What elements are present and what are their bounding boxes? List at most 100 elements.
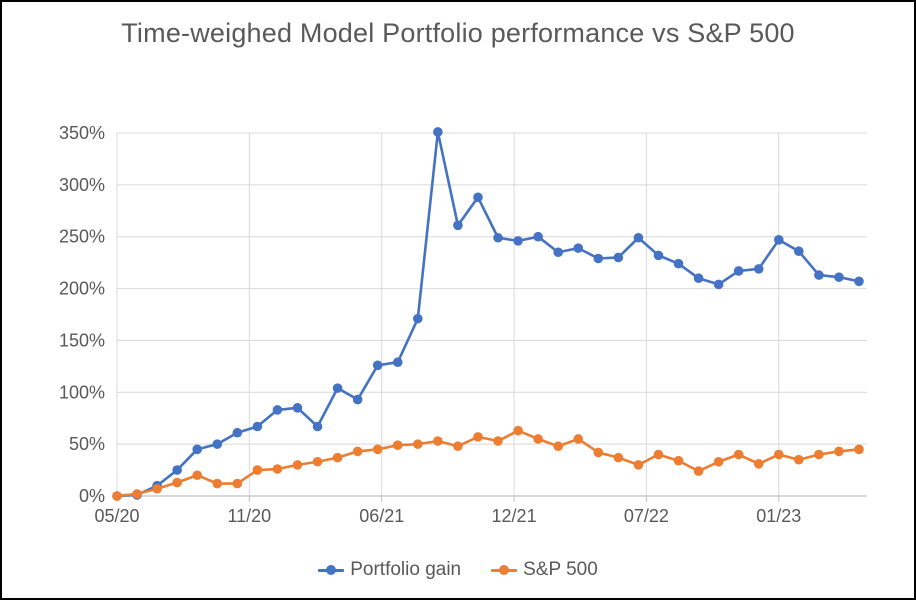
data-point-portfolio-gain — [733, 266, 744, 276]
y-tick-label: 350% — [59, 123, 105, 143]
data-point-portfolio-gain — [372, 360, 383, 371]
y-tick-label: 50% — [69, 434, 105, 454]
data-point-s-p-500 — [593, 447, 604, 458]
data-point-portfolio-gain — [232, 427, 243, 438]
y-tick-label: 100% — [59, 382, 105, 402]
data-point-s-p-500 — [232, 478, 243, 489]
data-point-s-p-500 — [633, 460, 644, 470]
data-point-s-p-500 — [673, 455, 684, 466]
data-point-portfolio-gain — [252, 421, 263, 432]
data-point-portfolio-gain — [212, 439, 223, 449]
data-point-portfolio-gain — [653, 250, 664, 261]
x-tick-label: 01/23 — [756, 506, 801, 526]
data-point-portfolio-gain — [473, 192, 483, 203]
data-point-portfolio-gain — [553, 247, 563, 258]
data-point-s-p-500 — [212, 478, 223, 489]
data-point-portfolio-gain — [453, 220, 463, 231]
data-point-portfolio-gain — [753, 264, 764, 274]
data-point-portfolio-gain — [392, 357, 403, 368]
legend-item-portfolio-gain: Portfolio gain — [318, 559, 461, 581]
dot-icon — [499, 565, 510, 575]
data-point-portfolio-gain — [834, 272, 844, 282]
data-point-portfolio-gain — [352, 394, 363, 405]
data-point-s-p-500 — [172, 477, 182, 488]
data-point-s-p-500 — [292, 460, 303, 470]
data-point-portfolio-gain — [593, 253, 604, 264]
data-point-portfolio-gain — [573, 243, 584, 253]
data-point-s-p-500 — [312, 456, 323, 467]
data-point-portfolio-gain — [773, 235, 784, 245]
data-point-s-p-500 — [332, 452, 343, 463]
data-point-portfolio-gain — [693, 273, 704, 284]
chart-legend: Portfolio gain S&P 500 — [2, 559, 914, 581]
chart-title: Time-weighed Model Portfolio performance… — [121, 18, 795, 48]
data-point-portfolio-gain — [794, 246, 804, 257]
x-tick-label: 06/21 — [359, 506, 404, 526]
data-point-portfolio-gain — [312, 421, 323, 432]
data-point-s-p-500 — [834, 446, 844, 457]
y-tick-label: 200% — [59, 279, 105, 299]
data-point-s-p-500 — [854, 444, 864, 455]
data-point-s-p-500 — [753, 459, 764, 469]
data-point-s-p-500 — [473, 432, 483, 442]
data-point-s-p-500 — [493, 436, 503, 446]
data-point-s-p-500 — [272, 464, 283, 474]
data-point-portfolio-gain — [172, 465, 182, 475]
dot-icon — [326, 565, 337, 575]
data-point-s-p-500 — [773, 449, 784, 460]
data-point-s-p-500 — [152, 483, 162, 494]
data-point-portfolio-gain — [413, 313, 423, 324]
data-point-portfolio-gain — [493, 232, 503, 243]
data-point-portfolio-gain — [533, 231, 543, 242]
data-point-s-p-500 — [132, 489, 142, 499]
data-point-s-p-500 — [733, 449, 744, 460]
data-point-portfolio-gain — [272, 405, 283, 415]
data-point-s-p-500 — [713, 456, 724, 467]
data-point-s-p-500 — [553, 441, 563, 452]
line-marker-icon — [491, 565, 518, 575]
data-point-s-p-500 — [433, 436, 443, 446]
y-tick-label: 150% — [59, 330, 105, 350]
line-marker-icon — [318, 565, 345, 575]
data-point-portfolio-gain — [854, 276, 864, 287]
data-point-portfolio-gain — [713, 279, 724, 290]
data-point-portfolio-gain — [292, 403, 303, 413]
x-tick-label: 12/21 — [492, 506, 537, 526]
legend-label: Portfolio gain — [350, 559, 462, 580]
data-point-s-p-500 — [513, 425, 523, 436]
data-point-s-p-500 — [413, 439, 423, 449]
x-tick-label: 11/20 — [227, 506, 271, 526]
data-point-s-p-500 — [112, 491, 122, 501]
data-point-portfolio-gain — [613, 252, 624, 263]
x-tick-label: 07/22 — [624, 506, 669, 526]
data-point-portfolio-gain — [673, 258, 684, 269]
data-point-s-p-500 — [352, 446, 363, 457]
x-tick-label: 05/20 — [94, 506, 139, 526]
legend-item-sp500: S&P 500 — [491, 559, 598, 581]
data-point-portfolio-gain — [332, 383, 343, 393]
data-point-s-p-500 — [453, 441, 463, 452]
data-point-s-p-500 — [653, 449, 664, 460]
data-point-s-p-500 — [814, 449, 824, 460]
data-point-s-p-500 — [693, 466, 704, 476]
legend-label: S&P 500 — [523, 559, 598, 580]
data-point-s-p-500 — [372, 444, 383, 455]
data-point-s-p-500 — [392, 440, 403, 450]
data-point-portfolio-gain — [633, 232, 644, 243]
data-point-portfolio-gain — [814, 270, 824, 280]
y-tick-label: 0% — [79, 486, 105, 506]
data-point-s-p-500 — [794, 454, 804, 465]
data-point-portfolio-gain — [433, 127, 443, 137]
data-point-s-p-500 — [252, 465, 263, 475]
data-point-s-p-500 — [533, 434, 543, 444]
y-tick-label: 250% — [59, 227, 105, 247]
y-tick-label: 300% — [59, 175, 105, 195]
data-point-portfolio-gain — [513, 236, 523, 246]
series-line-s-p-500 — [115, 429, 861, 498]
series-line-portfolio-gain — [115, 130, 861, 498]
data-point-s-p-500 — [192, 470, 203, 481]
data-point-portfolio-gain — [192, 444, 203, 455]
data-point-s-p-500 — [613, 452, 624, 463]
